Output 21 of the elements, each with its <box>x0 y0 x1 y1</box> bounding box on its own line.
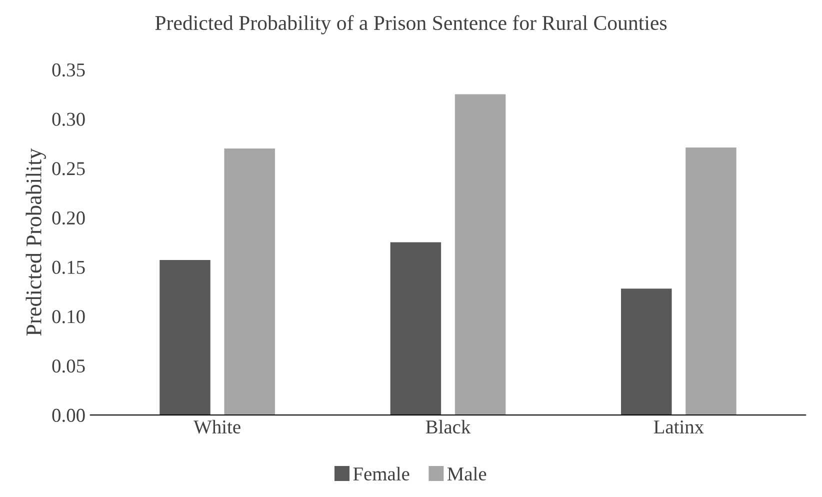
bar <box>224 148 275 415</box>
x-tick-label: White <box>194 420 240 434</box>
bar <box>621 288 672 415</box>
chart-title: Predicted Probability of a Prison Sentence for Rural Counties <box>155 15 667 34</box>
bar <box>160 260 210 415</box>
legend-label: Male <box>447 466 486 481</box>
y-tick-label: 0.20 <box>52 211 85 225</box>
x-tick-label: Latinx <box>654 420 704 434</box>
y-tick-label: 0.00 <box>52 408 85 422</box>
y-tick-label: 0.25 <box>52 162 85 176</box>
y-tick-label: 0.35 <box>52 63 85 77</box>
y-tick-label: 0.10 <box>52 310 85 324</box>
y-tick-label: 0.05 <box>52 359 85 373</box>
y-axis-title: Predicted Probability <box>26 148 46 336</box>
y-tick-label: 0.30 <box>52 112 85 126</box>
x-tick-label: Black <box>426 420 471 434</box>
y-tick-label: 0.15 <box>52 260 85 274</box>
bar <box>454 94 506 415</box>
bar <box>390 242 442 415</box>
bar <box>686 148 736 415</box>
legend-label: Female <box>353 466 410 481</box>
